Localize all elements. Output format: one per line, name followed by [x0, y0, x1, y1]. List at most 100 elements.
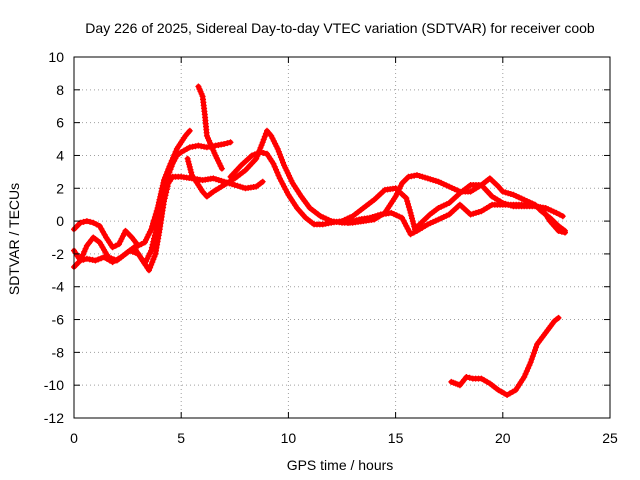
y-tick-label: 8 — [56, 82, 64, 98]
data-point — [215, 177, 222, 184]
data-point — [443, 182, 450, 189]
data-point — [261, 133, 268, 140]
y-tick-label: 0 — [56, 213, 64, 229]
data-point — [339, 218, 345, 225]
data-point — [184, 155, 191, 162]
data-point — [274, 169, 281, 176]
data-point — [374, 212, 381, 219]
data-point — [95, 256, 102, 263]
data-point — [166, 169, 173, 176]
data-point — [234, 182, 241, 189]
data-point — [499, 188, 506, 195]
data-point — [562, 229, 568, 236]
data-point — [393, 212, 400, 219]
series-trace — [448, 315, 561, 398]
data-point — [80, 218, 87, 225]
data-point — [427, 220, 434, 227]
data-point — [348, 218, 355, 225]
data-point — [515, 194, 522, 201]
data-point — [168, 163, 175, 170]
data-point — [80, 251, 86, 258]
data-point — [532, 347, 538, 354]
data-point — [186, 163, 193, 170]
series-track-5 — [227, 149, 566, 233]
y-tick-label: -2 — [52, 246, 65, 262]
data-point — [473, 209, 479, 216]
y-tick-label: -4 — [52, 279, 65, 295]
x-axis-label: GPS time / hours — [287, 457, 394, 473]
data-point — [475, 209, 482, 216]
data-point — [435, 178, 442, 185]
data-point — [144, 234, 151, 241]
data-point — [528, 356, 535, 363]
data-point — [525, 365, 532, 372]
data-point — [513, 193, 520, 200]
data-point — [446, 183, 453, 190]
data-point — [350, 218, 357, 225]
data-point — [163, 186, 170, 193]
x-tick-label: 5 — [177, 430, 185, 446]
x-tick-label: 0 — [70, 430, 78, 446]
data-point — [409, 215, 415, 222]
data-point — [231, 182, 238, 188]
data-point — [187, 166, 194, 173]
data-point — [146, 250, 153, 257]
y-axis-label: SDTVAR / TECUs — [6, 183, 22, 295]
data-point — [521, 374, 528, 380]
data-point — [432, 177, 439, 184]
series-track-2 — [71, 139, 234, 267]
data-point — [253, 155, 260, 162]
data-point — [555, 227, 562, 234]
data-point — [254, 150, 261, 157]
data-point — [507, 191, 514, 197]
data-point — [533, 344, 539, 351]
data-point — [529, 353, 536, 360]
data-point — [440, 214, 447, 220]
data-point — [260, 150, 267, 156]
data-point — [388, 209, 395, 216]
data-point — [112, 242, 119, 249]
y-tick-label: -6 — [52, 312, 65, 328]
data-point — [258, 142, 265, 149]
data-point — [414, 172, 420, 179]
x-tick-label: 25 — [602, 430, 618, 446]
y-tick-label: 10 — [48, 49, 64, 65]
data-point — [186, 127, 193, 134]
y-tick-label: 2 — [56, 180, 64, 196]
data-point — [273, 166, 279, 173]
data-point — [249, 152, 255, 159]
data-point — [403, 195, 410, 202]
data-point — [218, 165, 225, 172]
data-point — [260, 136, 267, 143]
data-point — [440, 181, 447, 188]
data-point — [422, 174, 429, 181]
data-point — [406, 206, 413, 213]
data-point — [466, 374, 473, 381]
series-trace — [71, 128, 193, 250]
data-point — [138, 241, 145, 248]
data-point — [279, 156, 285, 163]
data-point — [510, 191, 517, 198]
data-point — [435, 216, 442, 223]
data-point — [470, 210, 477, 217]
y-tick-label: -12 — [44, 410, 64, 426]
data-point — [416, 173, 423, 179]
data-point — [149, 259, 156, 266]
data-point — [391, 211, 397, 218]
data-point — [277, 154, 284, 161]
data-point — [77, 219, 84, 226]
data-point — [320, 214, 327, 221]
x-tick-label: 10 — [281, 430, 297, 446]
data-point — [527, 359, 534, 366]
data-point — [404, 198, 411, 205]
data-point — [109, 244, 116, 251]
data-point — [105, 254, 112, 261]
x-tick-label: 20 — [495, 430, 511, 446]
data-point — [280, 159, 286, 166]
data-point — [430, 218, 437, 225]
data-point — [213, 176, 219, 183]
series-track-1 — [71, 127, 193, 251]
data-point — [259, 178, 266, 185]
data-point — [553, 209, 560, 216]
data-point — [347, 214, 353, 221]
